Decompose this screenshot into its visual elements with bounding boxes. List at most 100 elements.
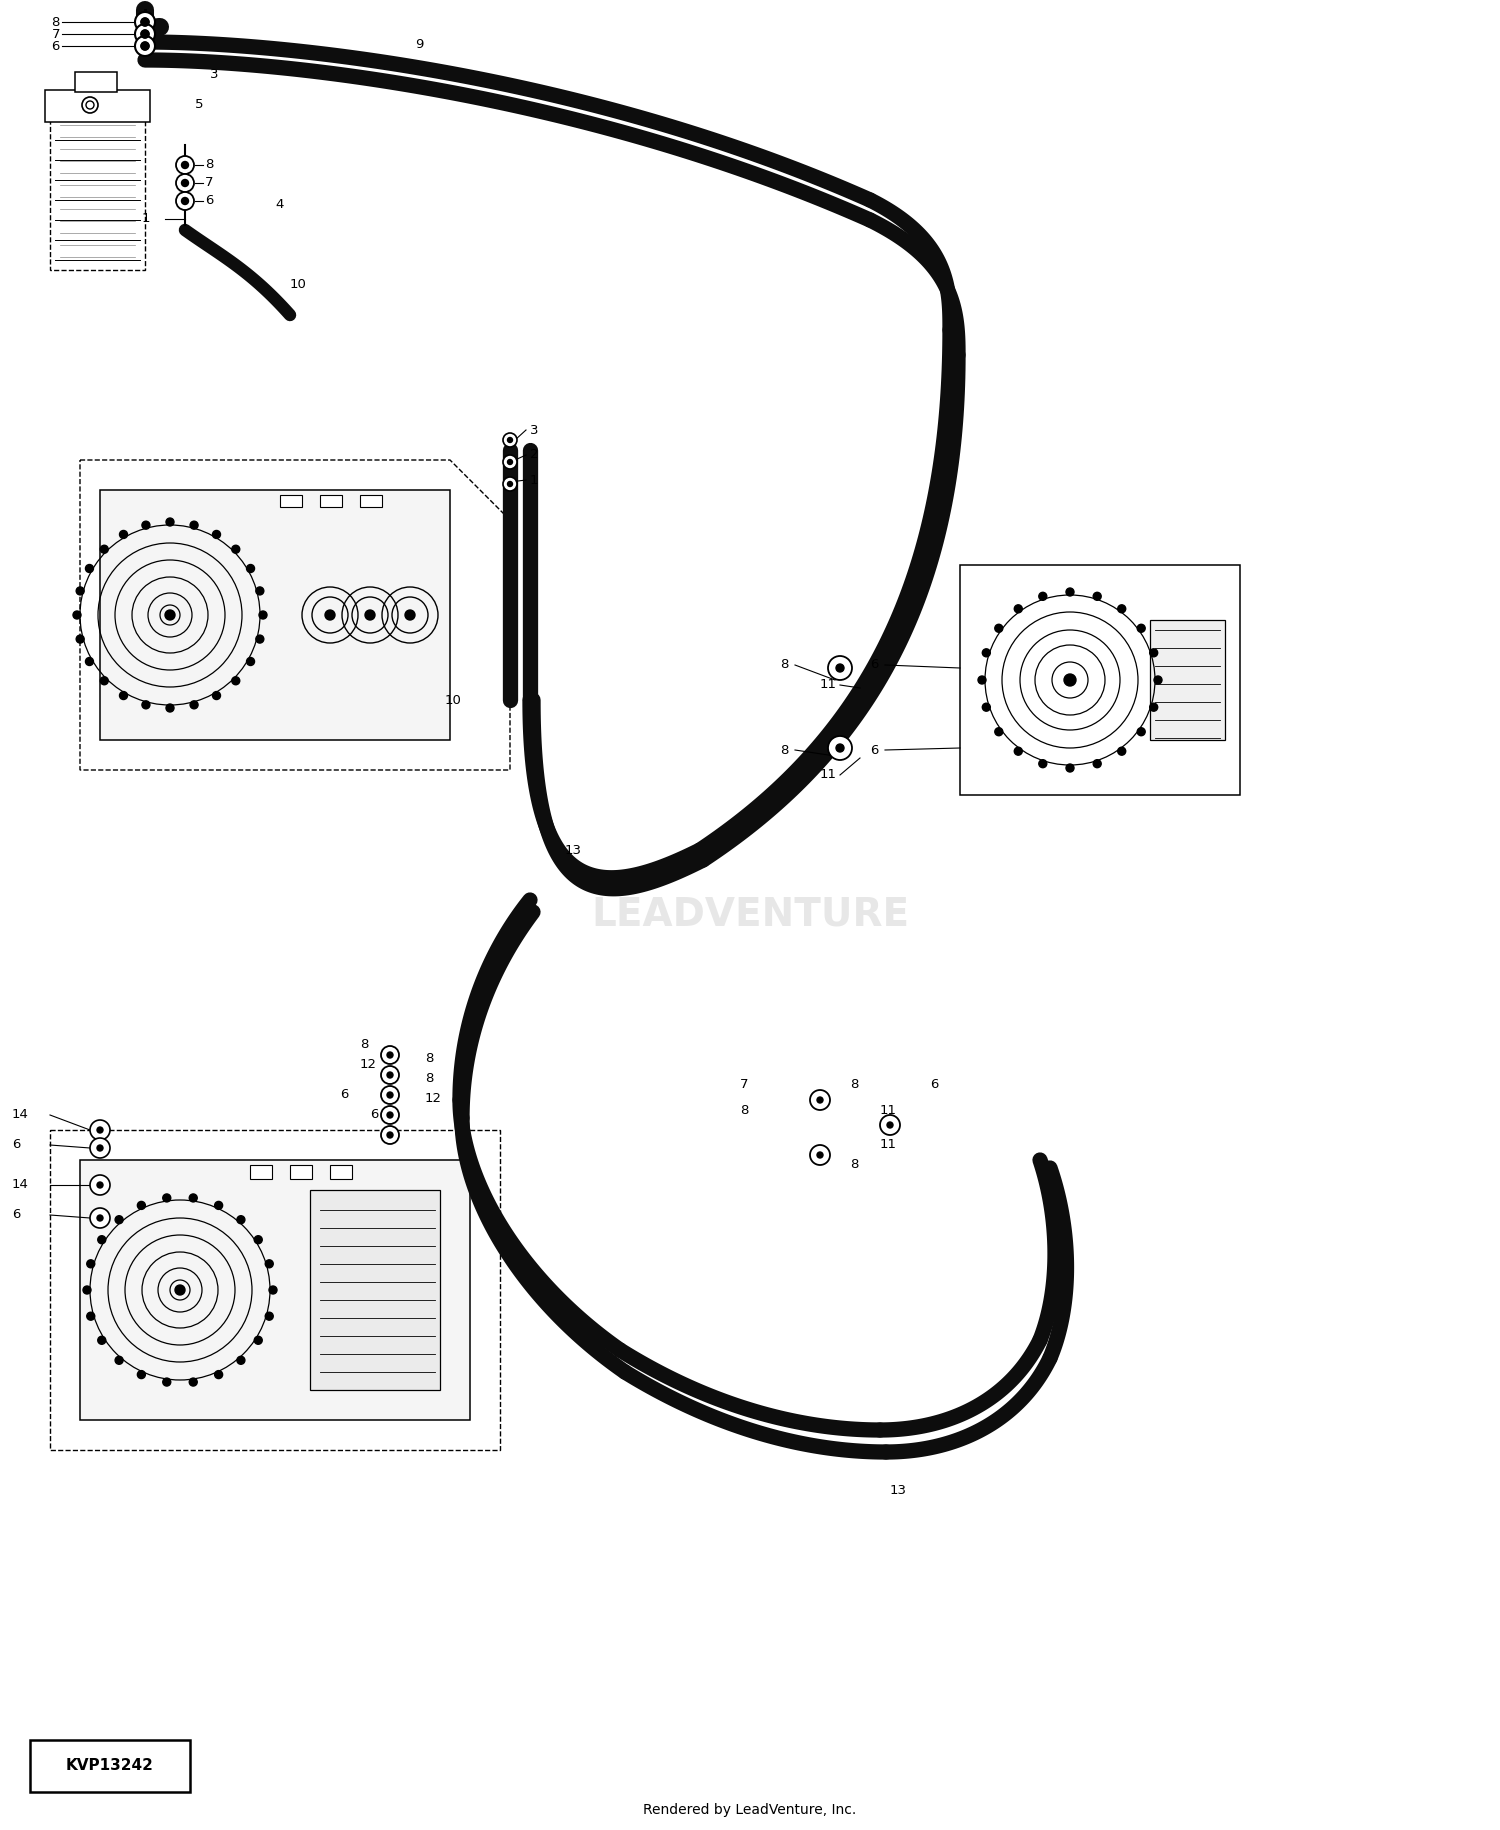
Circle shape	[387, 1133, 393, 1138]
Circle shape	[1118, 604, 1125, 613]
Circle shape	[507, 437, 513, 443]
Circle shape	[503, 478, 518, 490]
Bar	[75, 71, 117, 92]
Circle shape	[387, 1052, 393, 1058]
Circle shape	[74, 611, 81, 619]
Text: 7: 7	[206, 176, 213, 190]
Circle shape	[190, 701, 198, 708]
Circle shape	[507, 459, 513, 465]
Circle shape	[254, 1235, 262, 1244]
Bar	[310, 1190, 440, 1391]
Circle shape	[1064, 673, 1076, 686]
Circle shape	[880, 1114, 900, 1135]
Text: 13: 13	[890, 1484, 908, 1497]
Circle shape	[98, 1146, 104, 1151]
Circle shape	[381, 1047, 399, 1063]
Circle shape	[90, 1175, 110, 1195]
Circle shape	[818, 1153, 824, 1158]
Circle shape	[135, 13, 154, 31]
Text: 6: 6	[870, 659, 879, 672]
Circle shape	[886, 1122, 892, 1127]
Circle shape	[1154, 675, 1162, 684]
Circle shape	[166, 705, 174, 712]
Text: 4: 4	[274, 198, 284, 212]
Circle shape	[256, 635, 264, 642]
Circle shape	[76, 587, 84, 595]
Circle shape	[994, 624, 1004, 633]
Text: 8: 8	[206, 159, 213, 172]
Circle shape	[189, 1378, 196, 1385]
Circle shape	[1014, 604, 1023, 613]
Bar	[100, 490, 450, 739]
Text: 5: 5	[195, 99, 204, 112]
Text: 11: 11	[821, 679, 837, 692]
Circle shape	[98, 1215, 104, 1221]
Circle shape	[116, 1356, 123, 1365]
Text: 3: 3	[530, 423, 538, 437]
Circle shape	[268, 1286, 278, 1294]
Text: 6: 6	[870, 743, 879, 756]
Circle shape	[237, 1215, 244, 1224]
Circle shape	[387, 1072, 393, 1078]
Text: 11: 11	[880, 1138, 897, 1151]
Text: 6: 6	[12, 1138, 21, 1151]
Text: 6: 6	[930, 1078, 939, 1091]
Circle shape	[90, 1138, 110, 1158]
Circle shape	[142, 701, 150, 708]
Circle shape	[213, 692, 220, 699]
Circle shape	[994, 728, 1004, 736]
Text: 13: 13	[566, 844, 582, 856]
Circle shape	[256, 587, 264, 595]
Circle shape	[260, 611, 267, 619]
Circle shape	[828, 655, 852, 681]
Text: 8: 8	[780, 743, 789, 756]
Circle shape	[828, 736, 852, 759]
Bar	[80, 1160, 470, 1420]
Circle shape	[405, 609, 416, 620]
Circle shape	[1014, 747, 1023, 756]
Text: 8: 8	[780, 659, 789, 672]
Circle shape	[116, 1215, 123, 1224]
Text: 6: 6	[370, 1109, 378, 1122]
Circle shape	[182, 179, 189, 187]
Circle shape	[1040, 759, 1047, 769]
Circle shape	[164, 1378, 171, 1385]
Bar	[960, 565, 1240, 794]
Bar	[320, 494, 342, 507]
Circle shape	[381, 1125, 399, 1144]
Circle shape	[836, 664, 844, 672]
Circle shape	[1118, 747, 1125, 756]
Circle shape	[76, 635, 84, 642]
Circle shape	[141, 18, 148, 26]
Text: 10: 10	[290, 278, 308, 291]
Circle shape	[381, 1067, 399, 1083]
Circle shape	[86, 657, 93, 666]
Circle shape	[213, 531, 220, 538]
Text: 14: 14	[12, 1109, 28, 1122]
Circle shape	[182, 161, 189, 168]
Circle shape	[87, 1312, 94, 1319]
Circle shape	[138, 1202, 146, 1210]
Text: LEADVENTURE: LEADVENTURE	[591, 897, 909, 933]
Text: 6: 6	[12, 1208, 21, 1221]
Text: 12: 12	[424, 1091, 442, 1105]
Circle shape	[1066, 763, 1074, 772]
Text: Rendered by LeadVenture, Inc.: Rendered by LeadVenture, Inc.	[644, 1803, 856, 1817]
Circle shape	[176, 192, 194, 210]
Bar	[290, 1166, 312, 1179]
Circle shape	[232, 677, 240, 684]
Bar	[330, 1166, 352, 1179]
Circle shape	[1094, 593, 1101, 600]
Circle shape	[232, 545, 240, 553]
Circle shape	[1149, 703, 1158, 712]
Text: 8: 8	[850, 1158, 858, 1171]
Circle shape	[165, 609, 176, 620]
Bar	[45, 90, 150, 123]
Circle shape	[82, 1286, 92, 1294]
Polygon shape	[80, 459, 510, 770]
Circle shape	[387, 1113, 393, 1118]
Circle shape	[1149, 650, 1158, 657]
Bar	[50, 1129, 500, 1449]
Text: 7: 7	[51, 27, 60, 40]
Circle shape	[214, 1202, 222, 1210]
